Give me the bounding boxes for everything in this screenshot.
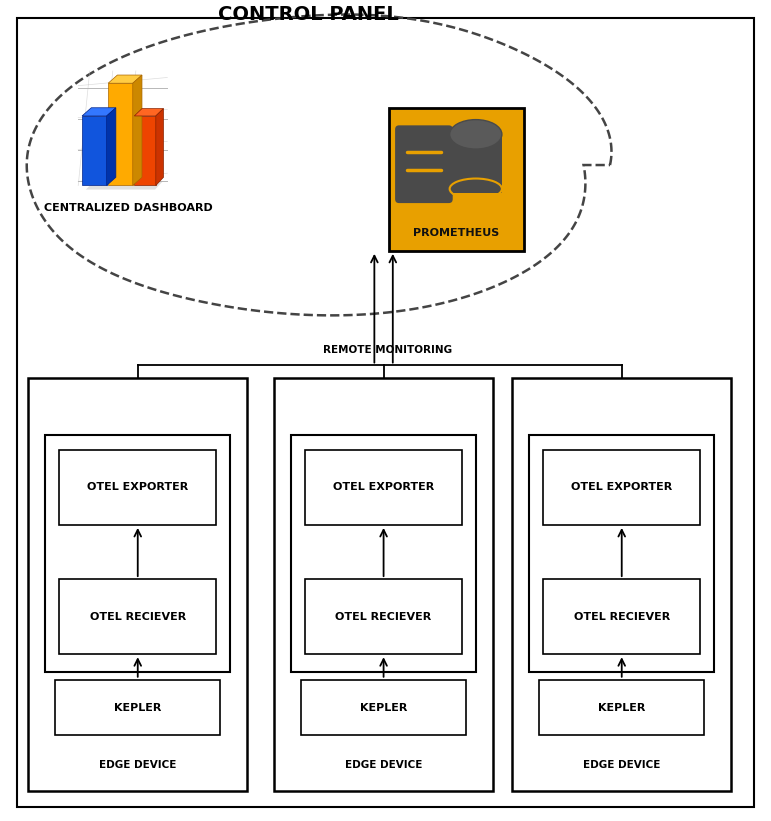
- Text: OTEL EXPORTER: OTEL EXPORTER: [571, 483, 672, 493]
- FancyBboxPatch shape: [543, 579, 701, 654]
- FancyBboxPatch shape: [108, 83, 133, 186]
- Text: EDGE DEVICE: EDGE DEVICE: [99, 759, 177, 770]
- FancyBboxPatch shape: [56, 680, 221, 736]
- Polygon shape: [134, 108, 163, 116]
- Text: CONTROL PANEL: CONTROL PANEL: [218, 5, 399, 25]
- FancyBboxPatch shape: [45, 435, 231, 672]
- Text: EDGE DEVICE: EDGE DEVICE: [345, 759, 423, 770]
- Text: OTEL RECIEVER: OTEL RECIEVER: [574, 612, 670, 621]
- FancyBboxPatch shape: [134, 116, 156, 186]
- Text: KEPLER: KEPLER: [114, 703, 161, 713]
- FancyBboxPatch shape: [305, 450, 463, 525]
- FancyBboxPatch shape: [82, 116, 106, 186]
- FancyBboxPatch shape: [539, 680, 705, 736]
- FancyBboxPatch shape: [301, 680, 466, 736]
- Text: OTEL EXPORTER: OTEL EXPORTER: [333, 483, 434, 493]
- Polygon shape: [156, 108, 163, 186]
- FancyBboxPatch shape: [449, 135, 502, 193]
- FancyBboxPatch shape: [395, 126, 453, 203]
- FancyBboxPatch shape: [529, 435, 714, 672]
- Text: REMOTE MONITORING: REMOTE MONITORING: [323, 345, 452, 355]
- Text: PROMETHEUS: PROMETHEUS: [413, 228, 500, 238]
- FancyBboxPatch shape: [305, 579, 463, 654]
- FancyBboxPatch shape: [29, 378, 247, 791]
- FancyBboxPatch shape: [274, 378, 493, 791]
- FancyBboxPatch shape: [389, 108, 524, 251]
- FancyBboxPatch shape: [291, 435, 476, 672]
- Text: EDGE DEVICE: EDGE DEVICE: [583, 759, 661, 770]
- Polygon shape: [86, 181, 163, 190]
- Text: KEPLER: KEPLER: [360, 703, 407, 713]
- FancyBboxPatch shape: [512, 378, 731, 791]
- Text: OTEL EXPORTER: OTEL EXPORTER: [87, 483, 188, 493]
- FancyBboxPatch shape: [543, 450, 701, 525]
- Text: KEPLER: KEPLER: [598, 703, 645, 713]
- Ellipse shape: [449, 120, 502, 149]
- Text: CENTRALIZED DASHBOARD: CENTRALIZED DASHBOARD: [44, 204, 213, 213]
- Polygon shape: [82, 108, 116, 116]
- Text: OTEL RECIEVER: OTEL RECIEVER: [89, 612, 186, 621]
- FancyBboxPatch shape: [59, 579, 217, 654]
- Text: OTEL RECIEVER: OTEL RECIEVER: [335, 612, 432, 621]
- Polygon shape: [133, 75, 142, 186]
- Polygon shape: [106, 108, 116, 186]
- FancyBboxPatch shape: [17, 18, 754, 807]
- FancyBboxPatch shape: [59, 450, 217, 525]
- Polygon shape: [108, 75, 142, 83]
